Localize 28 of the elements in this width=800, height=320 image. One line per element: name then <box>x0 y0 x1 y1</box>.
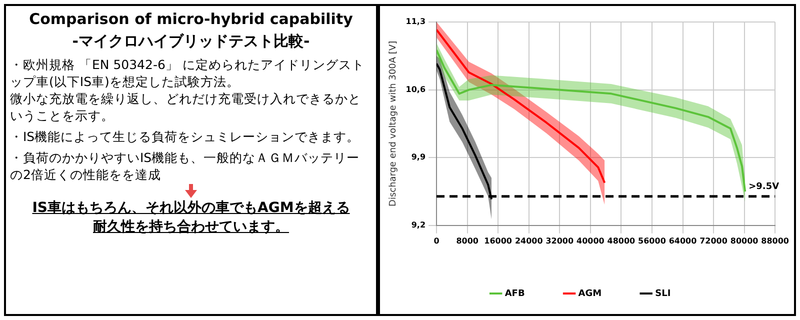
x-tick-label: 0 <box>434 236 440 246</box>
y-tick-label: 9,2 <box>411 220 426 230</box>
text: ・負荷のかかりやすいIS機能も、一般的なＡＧＭバッテリーの2倍近くの性能をを達成 <box>10 149 361 183</box>
text: ・IS機能によって生じる負荷をシュミレーションできます。 <box>10 128 361 145</box>
text: ・欧州規格 「EN 50342-6」 に定められたアイドリングストップ車(以下IS車)を想定した試験方法。 <box>10 56 366 90</box>
y-tick-label: 9,9 <box>411 152 426 162</box>
text: -マイクロハイブリッドテスト比較- <box>71 31 311 52</box>
y-axis-title: Discharge end voltage with 300A [V] <box>388 40 399 206</box>
legend-label: AFB <box>504 288 525 299</box>
legend-label: AGM <box>578 288 602 299</box>
text: 微小な充放電を繰り返し、どれだけ充電受け入れできるかということを示す。 <box>10 90 362 124</box>
ref-line-label: >9.5V <box>748 182 780 192</box>
x-tick-label: 16000 <box>484 236 512 246</box>
legend-label: SLI <box>655 288 671 299</box>
x-tick-label: 56000 <box>638 236 666 246</box>
x-tick-label: 40000 <box>576 236 605 246</box>
x-tick-label: 48000 <box>607 236 636 246</box>
text: IS車はもちろん、それ以外の車でもAGMを超える耐久性を持ち合わせています。 <box>31 199 351 237</box>
y-tick-label: 11,3 <box>406 17 426 26</box>
x-tick-label: 24000 <box>514 236 544 246</box>
x-tick-label: 32000 <box>546 236 574 246</box>
x-tick-label: 64000 <box>668 236 698 246</box>
y-tick-label: 10,6 <box>406 84 426 94</box>
x-tick-label: 8000 <box>456 236 479 246</box>
text: Comparison of micro-hybrid capability <box>28 9 354 30</box>
x-tick-label: 72000 <box>700 236 728 246</box>
x-tick-label: 88000 <box>761 236 790 246</box>
x-tick-label: 80000 <box>730 236 759 246</box>
